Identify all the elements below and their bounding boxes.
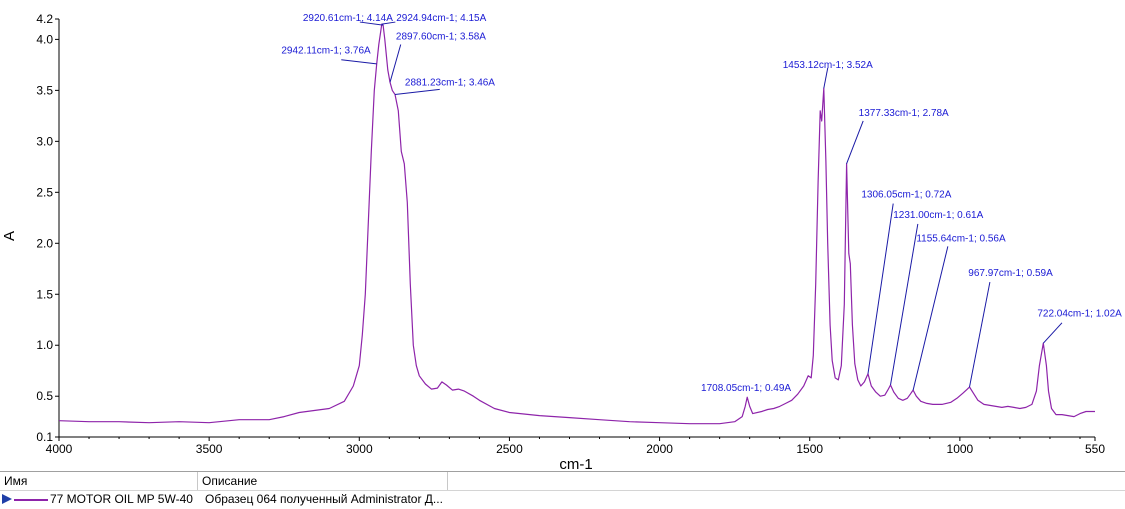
annotation-leader — [968, 281, 991, 388]
series-color-swatch — [14, 499, 48, 501]
annotation-leader — [867, 203, 894, 374]
y-axis-label: A — [1, 231, 18, 241]
annotation-leader — [846, 120, 864, 164]
y-tick-label: 3.5 — [36, 83, 53, 97]
annotation-leader — [394, 88, 440, 95]
peak-annotation-label: 722.04cm-1; 1.02A — [1037, 309, 1122, 320]
plot-area — [58, 23, 1095, 425]
annotation-leader — [890, 223, 919, 386]
annotation-leader — [359, 21, 384, 26]
x-tick-label: 2000 — [646, 442, 673, 456]
y-tick-label: 2.0 — [36, 236, 53, 250]
axes: 0.1 0.5 1.0 1.5 2.0 2.5 3.0 3.5 4.0 4.2 4000 3500 30… — [36, 12, 1105, 456]
annotation-leader — [823, 67, 829, 89]
peak-annotation-label: 2881.23cm-1; 3.46A — [405, 77, 495, 88]
legend-header-desc[interactable]: Описание — [198, 472, 448, 490]
x-tick-label: 1500 — [796, 442, 823, 456]
legend-table: Имя Описание 77 MOTOR OIL MP 5W-40 Образ… — [0, 471, 1125, 509]
x-tick-label: 3000 — [346, 442, 373, 456]
peak-annotation-label: 1377.33cm-1; 2.78A — [859, 108, 949, 119]
peak-annotation-label: 2942.11cm-1; 3.76A — [281, 46, 371, 57]
y-tick-label: 3.0 — [36, 134, 53, 148]
x-tick-label: 1000 — [947, 442, 974, 456]
x-tick-label: 550 — [1085, 442, 1105, 456]
peak-annotations: 2920.61cm-1; 4.14A 2924.94cm-1; 4.15A 2897… — [281, 13, 1122, 394]
peak-annotation-label: 2897.60cm-1; 3.58A — [396, 31, 486, 42]
y-tick-label: 1.5 — [36, 287, 53, 301]
legend-series-desc: Образец 064 полученный Administrator Д..… — [205, 492, 443, 506]
peak-annotation-label: 1155.64cm-1; 0.56A — [916, 233, 1006, 244]
annotation-leader — [912, 246, 949, 391]
y-tick-label: 4.0 — [36, 32, 53, 46]
current-row-arrow-icon — [2, 494, 12, 504]
peak-annotation-label: 2920.61cm-1; 4.14A — [303, 13, 393, 24]
legend-row[interactable]: 77 MOTOR OIL MP 5W-40 Образец 064 получе… — [0, 490, 1125, 509]
peak-annotation-label: 1453.12cm-1; 3.52A — [783, 60, 873, 71]
annotation-leader — [389, 44, 402, 83]
peak-annotation-label: 1708.05cm-1; 0.49A — [701, 383, 791, 394]
x-tick-label: 2500 — [496, 442, 523, 456]
y-tick-label: 4.2 — [36, 12, 53, 26]
legend-header: Имя Описание — [0, 471, 1125, 491]
x-tick-label: 3500 — [196, 442, 223, 456]
legend-header-name[interactable]: Имя — [0, 472, 198, 490]
annotation-leader — [381, 21, 396, 25]
peak-annotation-label: 1306.05cm-1; 0.72A — [861, 189, 951, 200]
spectrum-chart: 0.1 0.5 1.0 1.5 2.0 2.5 3.0 3.5 4.0 4.2 4000 3500 30… — [1, 12, 1122, 470]
y-tick-label: 0.1 — [36, 430, 53, 444]
x-axis-label: cm-1 — [559, 456, 592, 470]
y-tick-label: 2.5 — [36, 185, 53, 199]
peak-annotation-label: 2924.94cm-1; 4.15A — [396, 13, 486, 24]
annotation-leader — [341, 59, 377, 65]
y-tick-label: 0.5 — [36, 389, 53, 403]
peak-annotation-label: 1231.00cm-1; 0.61A — [893, 210, 983, 221]
x-tick-label: 4000 — [46, 442, 73, 456]
y-tick-label: 1.0 — [36, 338, 53, 352]
legend-series-name: 77 MOTOR OIL MP 5W-40 — [50, 492, 193, 506]
peak-annotation-label: 967.97cm-1; 0.59A — [968, 268, 1053, 279]
spectrum-line — [58, 23, 1095, 425]
annotation-leader — [1042, 322, 1063, 344]
